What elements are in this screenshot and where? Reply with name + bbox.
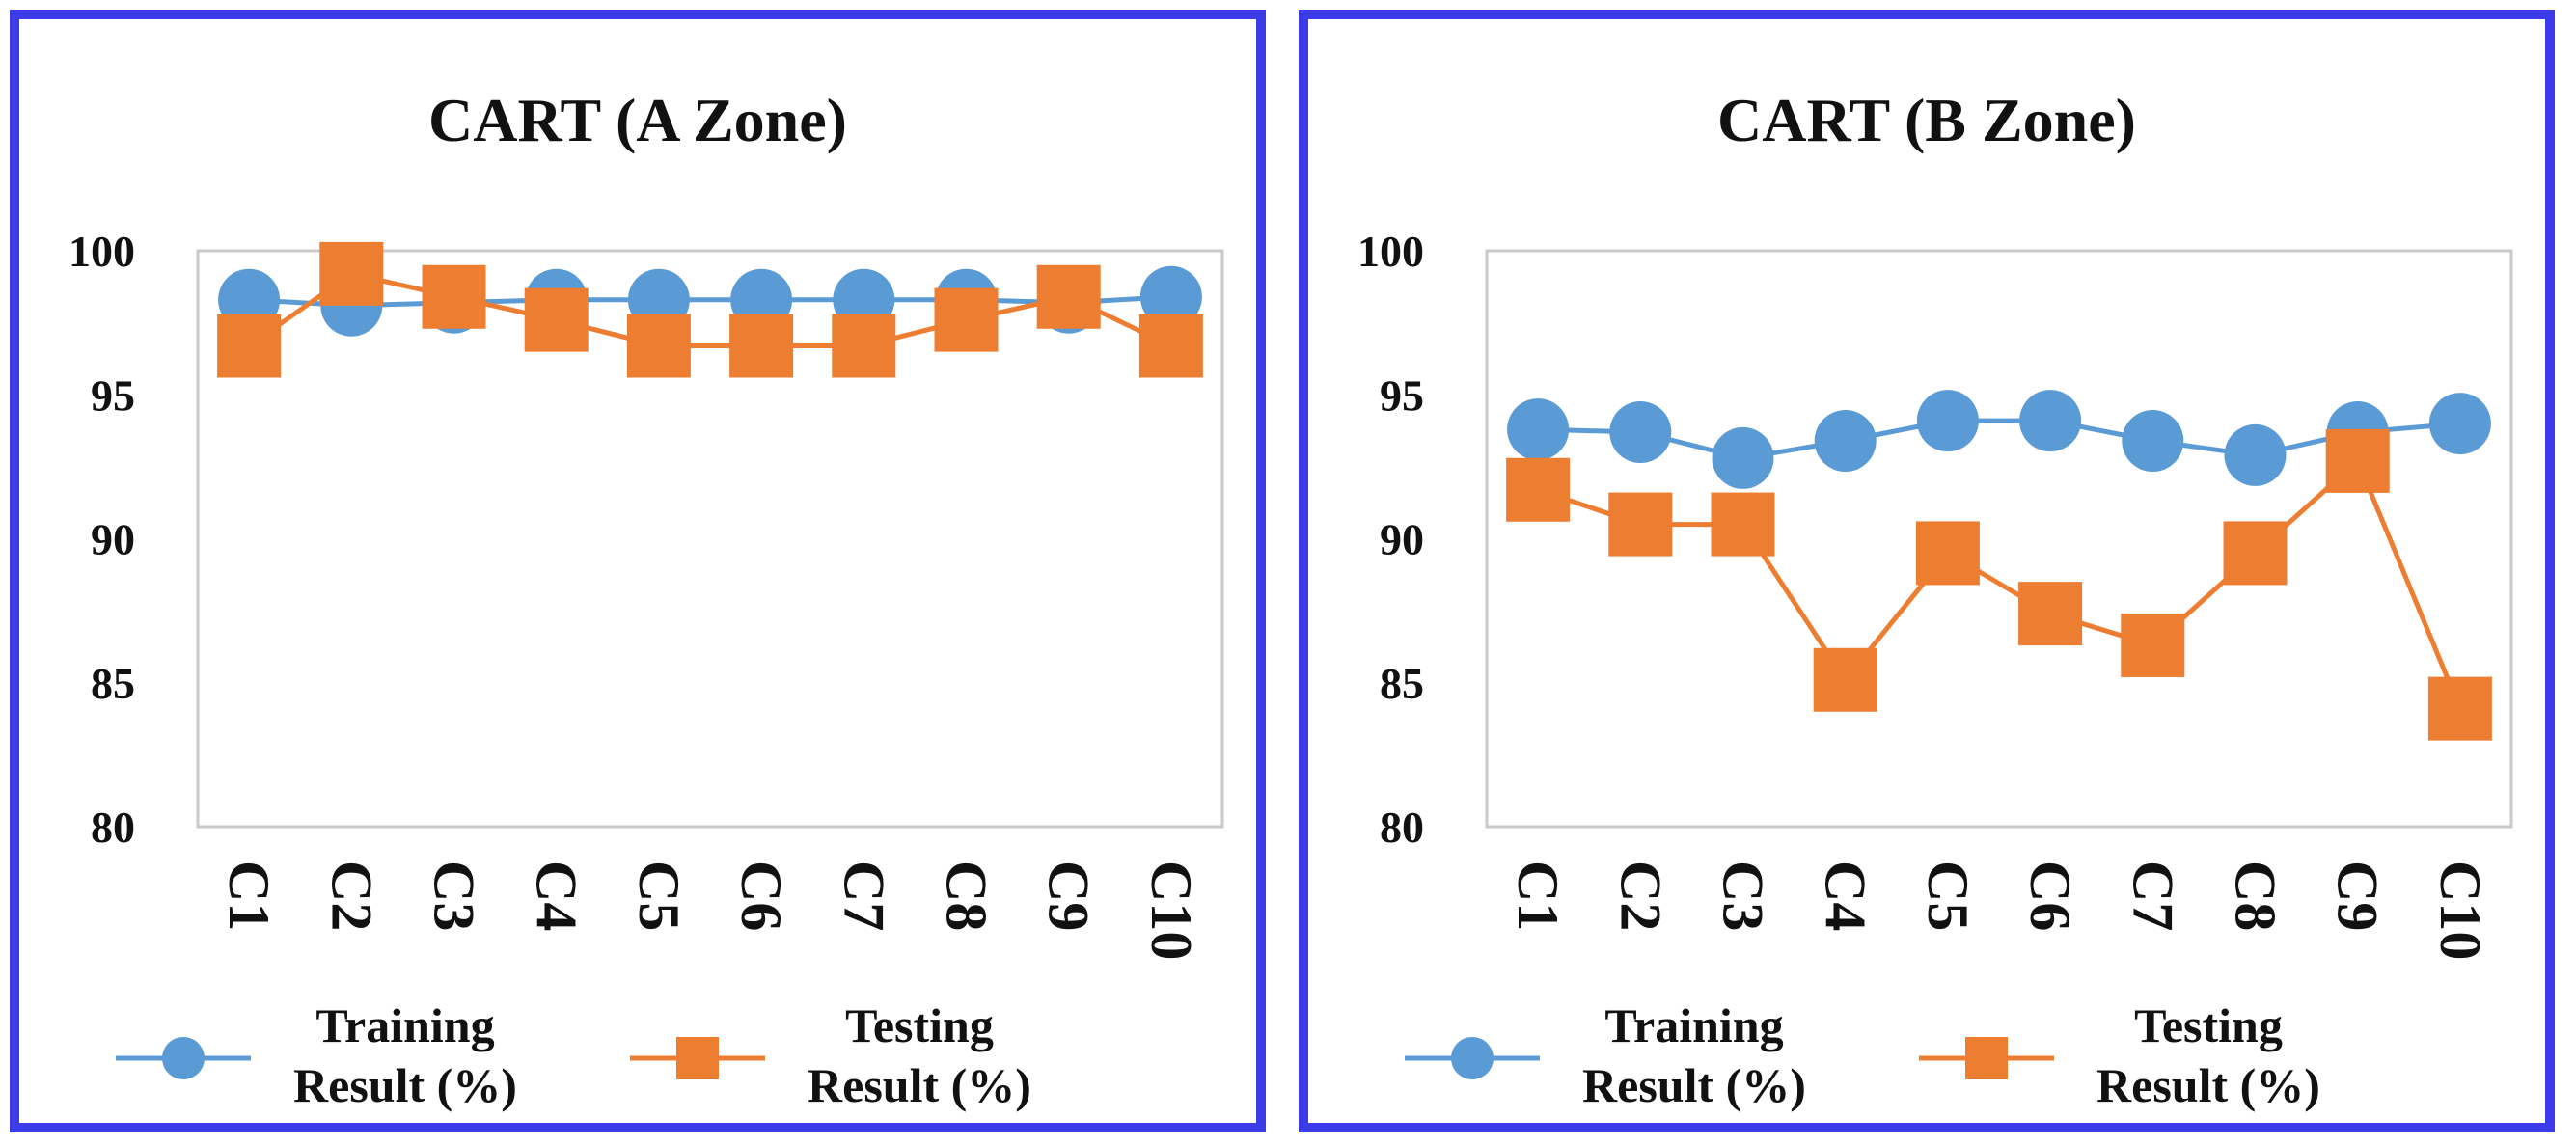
x-tick-label: C10	[1139, 860, 1203, 960]
testing-point	[422, 264, 486, 329]
legend-label: Result (%)	[293, 1058, 517, 1112]
legend-label: Result (%)	[1582, 1058, 1806, 1112]
x-tick-label: C8	[2224, 860, 2288, 931]
x-tick-label: C7	[2121, 860, 2184, 931]
legend-label: Testing	[845, 998, 994, 1052]
legend-label: Result (%)	[808, 1058, 1031, 1112]
testing-point	[2223, 521, 2288, 586]
y-tick-label: 95	[91, 370, 135, 420]
plot-area	[196, 249, 1224, 829]
chart-title: CART (B Zone)	[1717, 86, 2136, 154]
legend-label: Testing	[2134, 998, 2283, 1052]
training-point	[1712, 426, 1774, 489]
training-point	[2122, 410, 2184, 473]
y-tick-label: 85	[1380, 659, 1424, 708]
x-tick-label: C8	[935, 860, 999, 931]
x-tick-label: C3	[423, 860, 486, 931]
cart-b-zone-chart: CART (B Zone) 100 95 90 85 80 C1 C2 C3 C4 C5 C6 C7 C8…	[1357, 86, 2513, 1112]
testing-point	[1915, 521, 1980, 586]
legend-label: Result (%)	[2096, 1058, 2320, 1112]
testing-point	[524, 287, 589, 352]
training-point	[1507, 398, 1570, 461]
y-tick-label: 95	[1380, 370, 1424, 420]
legend-circle-marker	[162, 1037, 205, 1079]
chart-panel-a-zone: CART (A Zone) 100 95 90 85 80 C1 C2 C3 C4 C5 C6 C7 C8…	[10, 10, 1266, 1132]
training-point	[1609, 401, 1672, 464]
x-tick-label: C10	[2428, 860, 2492, 960]
training-point	[2224, 423, 2287, 486]
testing-point	[832, 314, 896, 378]
testing-point	[2121, 613, 2185, 677]
testing-point	[2018, 582, 2083, 646]
testing-point	[1813, 647, 1877, 712]
series-line-training	[1538, 418, 2461, 461]
y-tick-label: 80	[1380, 803, 1424, 852]
legend-label: Training	[1604, 998, 1783, 1052]
testing-point	[217, 314, 282, 378]
y-tick-label: 100	[69, 227, 135, 276]
x-tick-label: C5	[627, 860, 691, 931]
testing-point	[1506, 457, 1571, 522]
training-point	[1139, 265, 1202, 328]
x-tick-label: C5	[1916, 860, 1980, 931]
x-tick-label: C7	[832, 860, 895, 931]
x-tick-label: C9	[2326, 860, 2390, 931]
series-line-training	[248, 294, 1172, 309]
testing-point	[2325, 428, 2390, 493]
training-point	[2019, 390, 2082, 452]
chart-panel-b-zone: CART (B Zone) 100 95 90 85 80 C1 C2 C3 C4 C5 C6 C7 C8…	[1299, 10, 2555, 1132]
chart-title: CART (A Zone)	[428, 86, 847, 154]
testing-point	[729, 314, 794, 378]
training-point	[1916, 390, 1979, 452]
legend-circle-marker	[1451, 1037, 1494, 1079]
legend-label: Training	[315, 998, 494, 1052]
testing-point	[626, 314, 691, 378]
x-tick-label: C4	[1814, 860, 1877, 931]
series-line-testing	[247, 271, 1172, 349]
series-line-testing	[1537, 456, 2463, 710]
testing-point	[1138, 314, 1203, 378]
y-tick-label: 80	[91, 803, 135, 852]
y-tick-label: 85	[91, 659, 135, 708]
training-point	[2428, 393, 2491, 455]
legend-square-marker	[1965, 1037, 2008, 1079]
x-tick-label: C4	[525, 860, 589, 931]
x-tick-label: C1	[1506, 860, 1570, 931]
testing-point	[319, 241, 384, 306]
testing-point	[2427, 676, 2492, 741]
testing-point	[1608, 492, 1673, 557]
x-tick-label: C3	[1712, 860, 1775, 931]
y-tick-label: 90	[91, 515, 135, 564]
x-tick-label: C6	[2018, 860, 2082, 931]
training-point	[1814, 410, 1877, 473]
x-tick-label: C2	[319, 860, 383, 931]
testing-point	[1036, 264, 1101, 329]
x-tick-label: C1	[217, 860, 281, 931]
legend-square-marker	[676, 1037, 719, 1079]
cart-a-zone-chart: CART (A Zone) 100 95 90 85 80 C1 C2 C3 C4 C5 C6 C7 C8…	[69, 86, 1224, 1112]
x-tick-label: C9	[1037, 860, 1101, 931]
y-tick-label: 90	[1380, 515, 1424, 564]
testing-point	[934, 287, 999, 352]
testing-point	[1711, 492, 1775, 557]
x-tick-label: C6	[729, 860, 793, 931]
y-tick-label: 100	[1357, 227, 1424, 276]
x-tick-label: C2	[1608, 860, 1672, 931]
